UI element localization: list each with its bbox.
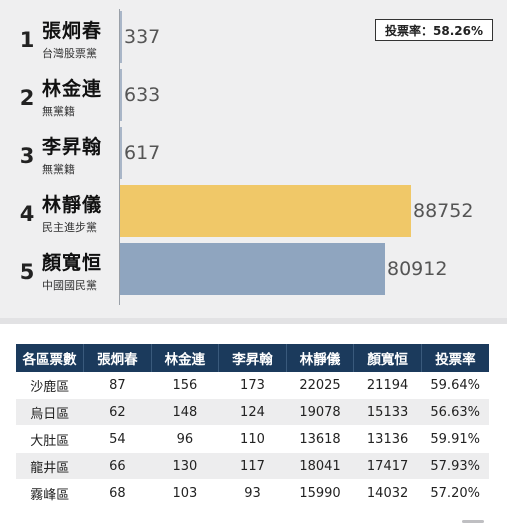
header-district: 各區票數 (16, 344, 85, 372)
table-cell: 96 (151, 425, 219, 453)
table-cell: 124 (218, 398, 287, 426)
vote-count-label: 80912 (387, 258, 448, 280)
candidate-name: 顏寬恒 (42, 252, 103, 274)
table-cell: 56.63% (421, 398, 489, 426)
table-cell: 22025 (286, 372, 354, 399)
table-cell: 68 (83, 479, 152, 507)
table-cell: 13618 (286, 425, 354, 453)
table-row: 沙鹿區 87 156 173 22025 21194 59.64% (16, 372, 489, 399)
candidate-party: 中國國民黨 (42, 279, 97, 292)
table-row: 霧峰區 68 103 93 15990 14032 57.20% (16, 479, 489, 507)
candidate-party: 無黨籍 (42, 105, 75, 118)
table-row: 大肚區 54 96 110 13618 13136 59.91% (16, 425, 489, 453)
table-cell: 148 (151, 398, 219, 426)
table-cell: 156 (151, 372, 219, 399)
candidate-rank: 2 (19, 86, 35, 110)
candidate-rank: 4 (19, 202, 35, 226)
header-turnout: 投票率 (421, 344, 489, 372)
candidate-rank: 1 (19, 28, 35, 52)
header-candidate-2: 林金連 (151, 344, 220, 372)
table-cell: 103 (151, 479, 219, 507)
candidate-party: 無黨籍 (42, 163, 75, 176)
vote-chart-panel: 投票率：58.26% 1 張炯春 台灣股票黨 337 2 林金連 無黨籍 633 3 李昇翰 無黨籍… (0, 0, 507, 318)
table-cell: 21194 (353, 372, 422, 399)
table-cell: 烏日區 (16, 398, 84, 426)
candidate-rank: 3 (19, 144, 35, 168)
vote-bar (120, 185, 411, 237)
candidate-party: 台灣股票黨 (42, 47, 97, 60)
table-row: 烏日區 62 148 124 19078 15133 56.63% (16, 398, 489, 426)
table-cell: 59.91% (421, 425, 489, 453)
candidate-name: 李昇翰 (42, 136, 103, 158)
table-cell: 13136 (353, 425, 422, 453)
turnout-badge: 投票率：58.26% (375, 19, 493, 41)
candidate-name: 林金連 (42, 78, 103, 100)
vote-count-label: 633 (124, 84, 161, 106)
table-cell: 15990 (286, 479, 354, 507)
table-cell: 93 (218, 479, 287, 507)
vote-bar (120, 127, 122, 179)
table-cell: 173 (218, 372, 287, 399)
table-cell: 130 (151, 452, 219, 480)
table-cell: 沙鹿區 (16, 372, 84, 399)
table-cell: 66 (83, 452, 152, 480)
header-candidate-4: 林靜儀 (286, 344, 355, 372)
table-cell: 17417 (353, 452, 422, 480)
table-row: 龍井區 66 130 117 18041 17417 57.93% (16, 452, 489, 480)
table-cell: 大肚區 (16, 425, 84, 453)
candidate-name: 林靜儀 (42, 194, 103, 216)
table-cell: 19078 (286, 398, 354, 426)
vote-bar (120, 243, 385, 295)
table-cell: 110 (218, 425, 287, 453)
table-header-row: 各區票數 張炯春 林金連 李昇翰 林靜儀 顏寬恒 投票率 (16, 344, 489, 372)
section-divider (0, 318, 507, 324)
candidate-party: 民主進步黨 (42, 221, 97, 234)
table-cell: 117 (218, 452, 287, 480)
chart-axis-line (119, 9, 120, 305)
header-candidate-5: 顏寬恒 (353, 344, 422, 372)
table-cell: 54 (83, 425, 152, 453)
candidate-name: 張炯春 (42, 20, 103, 42)
vote-bar (120, 11, 122, 63)
table-cell: 57.93% (421, 452, 489, 480)
candidate-rank: 5 (19, 260, 35, 284)
table-cell: 15133 (353, 398, 422, 426)
table-cell: 59.64% (421, 372, 489, 399)
vote-count-label: 337 (124, 26, 161, 48)
table-cell: 18041 (286, 452, 354, 480)
vote-bar (120, 69, 122, 121)
district-results-table: 各區票數 張炯春 林金連 李昇翰 林靜儀 顏寬恒 投票率 沙鹿區 87 156 … (16, 344, 489, 507)
table-cell: 霧峰區 (16, 479, 84, 507)
table-cell: 57.20% (421, 479, 489, 507)
table-cell: 14032 (353, 479, 422, 507)
scroll-indicator[interactable] (462, 520, 484, 523)
table-cell: 62 (83, 398, 152, 426)
vote-count-label: 617 (124, 142, 161, 164)
table-cell: 87 (83, 372, 152, 399)
table-cell: 龍井區 (16, 452, 84, 480)
header-candidate-1: 張炯春 (83, 344, 152, 372)
header-candidate-3: 李昇翰 (218, 344, 287, 372)
vote-count-label: 88752 (413, 200, 474, 222)
